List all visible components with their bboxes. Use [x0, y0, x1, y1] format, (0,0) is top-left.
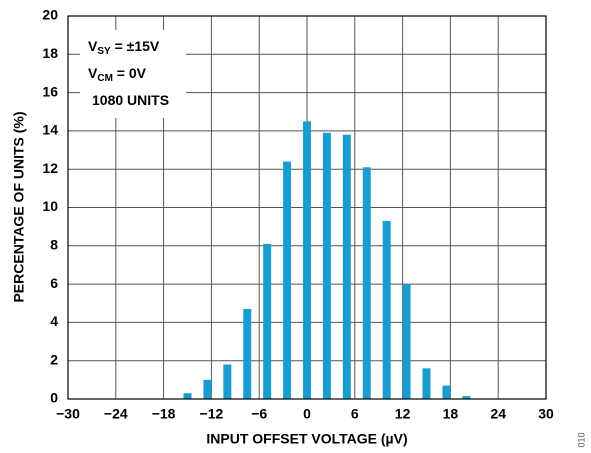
- x-tick-label: 18: [443, 406, 459, 422]
- x-tick-label: 12: [395, 406, 411, 422]
- figure-id: 010: [576, 432, 586, 447]
- y-tick-label: 18: [42, 45, 58, 61]
- y-tick-label: 2: [50, 351, 58, 367]
- plot-frame: [67, 15, 547, 400]
- annotation: VCM = 0V: [88, 65, 147, 84]
- y-tick-label: 10: [42, 198, 58, 214]
- bar: [442, 385, 451, 399]
- bar: [402, 284, 411, 399]
- y-tick-label: 4: [50, 313, 58, 329]
- y-tick-label: 8: [50, 237, 58, 253]
- bar: [362, 167, 371, 399]
- x-tick-label: 0: [303, 406, 311, 422]
- y-tick-label: 12: [42, 160, 58, 176]
- annotation-subscript: CM: [97, 73, 113, 84]
- x-tick-label: −12: [200, 406, 224, 422]
- x-tick-label: −24: [104, 406, 128, 422]
- bar: [283, 161, 292, 399]
- bar: [263, 243, 272, 399]
- y-axis-label: PERCENTAGE OF UNITS (%): [11, 111, 27, 302]
- annotation-text: 1080 UNITS: [92, 92, 169, 108]
- bar: [322, 132, 331, 399]
- x-tick-label: −18: [152, 406, 176, 422]
- annotation-text: = 0V: [113, 65, 147, 81]
- y-tick-label: 0: [50, 390, 58, 406]
- x-tick-label: 30: [538, 406, 554, 422]
- bar: [243, 308, 252, 399]
- annotation-subscript: SY: [97, 46, 111, 57]
- bar: [203, 379, 212, 399]
- bar: [342, 134, 351, 400]
- annotation: 1080 UNITS: [92, 92, 169, 108]
- y-tick-label: 6: [50, 275, 58, 291]
- x-tick-label: −30: [56, 406, 80, 422]
- x-tick-label: 6: [351, 406, 359, 422]
- bar: [462, 396, 471, 399]
- annotation-text: V: [88, 65, 98, 81]
- x-axis-label: INPUT OFFSET VOLTAGE (µV): [206, 431, 407, 447]
- bar: [422, 368, 431, 399]
- bar: [223, 364, 232, 399]
- y-tick-label: 16: [42, 83, 58, 99]
- bar: [303, 121, 311, 399]
- annotation-text: V: [88, 38, 98, 54]
- x-tick-label: 24: [490, 406, 506, 422]
- annotation-box: [80, 30, 186, 118]
- bar: [183, 393, 192, 399]
- annotation-text: = ±15V: [111, 38, 160, 54]
- bar: [382, 220, 391, 399]
- annotation: VSY = ±15V: [88, 38, 160, 57]
- y-tick-label: 20: [42, 7, 58, 23]
- x-tick-label: −6: [251, 406, 267, 422]
- y-tick-label: 14: [42, 122, 58, 138]
